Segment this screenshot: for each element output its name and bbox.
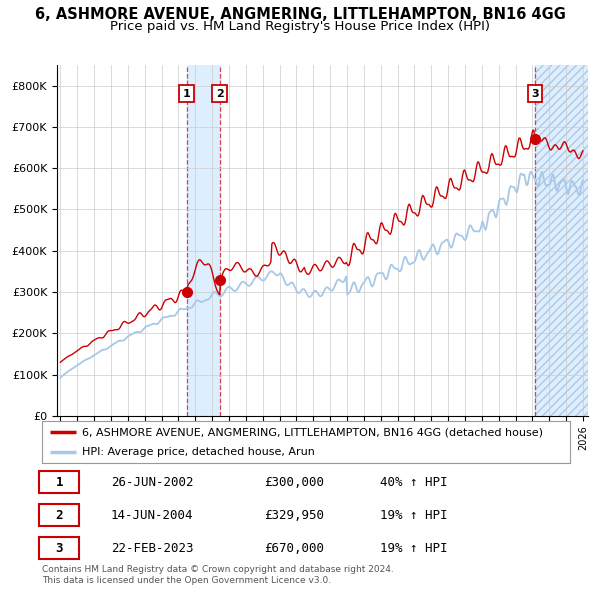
Text: HPI: Average price, detached house, Arun: HPI: Average price, detached house, Arun	[82, 447, 314, 457]
Text: Contains HM Land Registry data © Crown copyright and database right 2024.
This d: Contains HM Land Registry data © Crown c…	[42, 565, 394, 585]
FancyBboxPatch shape	[40, 471, 79, 493]
Text: 2: 2	[55, 509, 63, 522]
Text: 3: 3	[531, 89, 539, 99]
Text: 6, ASHMORE AVENUE, ANGMERING, LITTLEHAMPTON, BN16 4GG: 6, ASHMORE AVENUE, ANGMERING, LITTLEHAMP…	[35, 7, 565, 22]
Text: £670,000: £670,000	[264, 542, 324, 555]
Text: £300,000: £300,000	[264, 476, 324, 489]
Text: 26-JUN-2002: 26-JUN-2002	[110, 476, 193, 489]
Text: 22-FEB-2023: 22-FEB-2023	[110, 542, 193, 555]
Bar	[535, 65, 588, 416]
Text: 19% ↑ HPI: 19% ↑ HPI	[380, 509, 448, 522]
Text: 19% ↑ HPI: 19% ↑ HPI	[380, 542, 448, 555]
Text: 3: 3	[55, 542, 63, 555]
Text: 14-JUN-2004: 14-JUN-2004	[110, 509, 193, 522]
FancyBboxPatch shape	[40, 504, 79, 526]
Text: 40% ↑ HPI: 40% ↑ HPI	[380, 476, 448, 489]
Text: 2: 2	[216, 89, 224, 99]
Text: £329,950: £329,950	[264, 509, 324, 522]
Text: 6, ASHMORE AVENUE, ANGMERING, LITTLEHAMPTON, BN16 4GG (detached house): 6, ASHMORE AVENUE, ANGMERING, LITTLEHAMP…	[82, 427, 542, 437]
Text: Price paid vs. HM Land Registry's House Price Index (HPI): Price paid vs. HM Land Registry's House …	[110, 20, 490, 33]
Text: 1: 1	[183, 89, 191, 99]
Text: 1: 1	[55, 476, 63, 489]
Bar	[535, 65, 588, 416]
FancyBboxPatch shape	[40, 537, 79, 559]
Bar	[187, 65, 220, 416]
Bar	[535, 65, 588, 416]
